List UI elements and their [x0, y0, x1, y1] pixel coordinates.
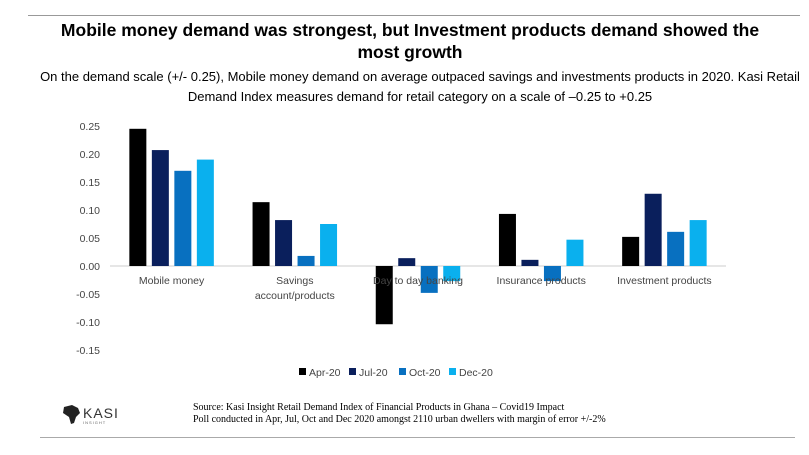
bar — [398, 258, 416, 266]
x-category-label-line: Insurance products — [497, 275, 586, 287]
bar — [622, 236, 640, 266]
legend-swatch — [399, 368, 406, 375]
x-category-label-line: Day to day banking — [373, 275, 463, 287]
x-category-label: Mobile money — [139, 275, 205, 287]
x-category-label-line: account/products — [255, 290, 335, 302]
bar — [320, 224, 338, 266]
bar — [420, 266, 438, 293]
y-tick-label: 0.05 — [80, 233, 101, 245]
bar — [667, 231, 685, 266]
bar — [521, 259, 539, 266]
x-category-label-line: Mobile money — [139, 275, 205, 287]
bar — [443, 266, 461, 282]
bar — [375, 266, 393, 325]
legend-label: Dec-20 — [459, 367, 493, 379]
y-tick-label: 0.00 — [80, 261, 101, 273]
y-tick-label: 0.15 — [80, 177, 101, 189]
source-note: Source: Kasi Insight Retail Demand Index… — [193, 402, 606, 426]
y-tick-label: -0.15 — [76, 345, 100, 357]
y-tick-label: 0.20 — [80, 149, 101, 161]
legend-swatch — [349, 368, 356, 375]
x-category-label: Insurance products — [497, 275, 586, 287]
bar — [498, 213, 516, 266]
y-tick-label: -0.10 — [76, 317, 100, 329]
top-divider — [28, 15, 800, 16]
legend-swatch — [299, 368, 306, 375]
x-category-label: Savings account/products — [255, 275, 335, 302]
svg-text:KASI: KASI — [83, 405, 119, 421]
bottom-divider — [40, 437, 795, 438]
legend-label: Oct-20 — [409, 367, 441, 379]
source-line-2: Poll conducted in Apr, Jul, Oct and Dec … — [193, 414, 606, 425]
x-category-label-line: Investment products — [617, 275, 712, 287]
source-line-1: Source: Kasi Insight Retail Demand Index… — [193, 402, 565, 413]
bar — [196, 159, 214, 266]
bar — [275, 220, 293, 266]
chart-title: Mobile money demand was strongest, but I… — [60, 20, 760, 62]
kasi-logo: KASI INSIGHT — [60, 404, 140, 431]
x-category-label-line: Savings — [276, 275, 313, 287]
bar — [129, 128, 147, 266]
y-tick-label: 0.25 — [80, 121, 101, 133]
bar — [543, 266, 561, 282]
y-tick-label: 0.10 — [80, 205, 101, 217]
bar — [174, 170, 192, 266]
bar — [689, 220, 707, 266]
y-tick-label: -0.05 — [76, 289, 100, 301]
bar — [252, 202, 270, 266]
svg-text:INSIGHT: INSIGHT — [83, 420, 106, 425]
bar — [566, 239, 584, 266]
x-category-label: Day to day banking — [373, 275, 463, 287]
chart-subtitle: On the demand scale (+/- 0.25), Mobile m… — [40, 69, 800, 104]
legend-label: Jul-20 — [359, 367, 388, 379]
bar — [644, 193, 662, 266]
legend-swatch — [449, 368, 456, 375]
bar — [151, 150, 169, 266]
x-category-label: Investment products — [617, 275, 712, 287]
bar — [297, 255, 315, 266]
legend-label: Apr-20 — [309, 367, 341, 379]
